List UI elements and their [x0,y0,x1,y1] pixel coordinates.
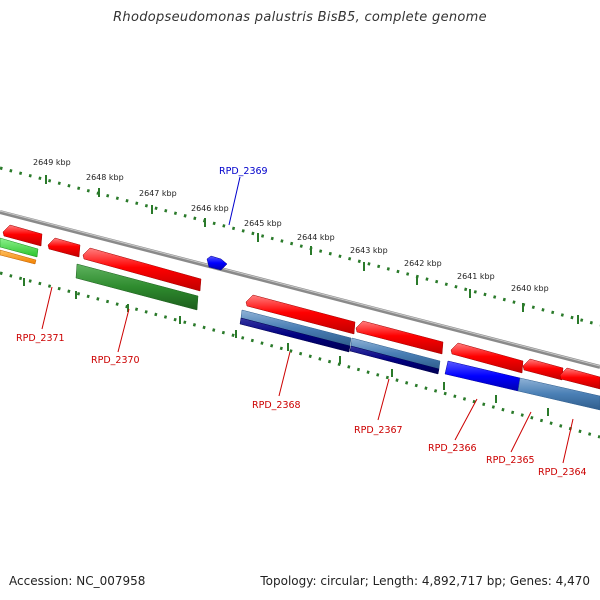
gene-rpd-2368-b[interactable] [239,317,351,353]
gene-forward-1[interactable] [2,224,43,247]
scale-label-2644: 2644 kbp [297,233,335,242]
gene-forward-3[interactable] [82,247,202,292]
gene-rpd-2370[interactable] [75,263,199,311]
pointer-rpd-2369 [228,176,241,226]
scale-label-2649: 2649 kbp [33,158,71,167]
gene-forward-5[interactable] [355,320,444,355]
gene-forward-8[interactable] [559,367,600,390]
gene-rpd-2365[interactable] [517,377,600,411]
scale-label-2647: 2647 kbp [139,189,177,198]
scale-label-2648: 2648 kbp [86,173,124,182]
scale-ticks-inner [23,278,549,416]
gene-forward-4[interactable] [245,294,356,335]
scale-label-2642: 2642 kbp [404,259,442,268]
gene-label-rpd-2368[interactable]: RPD_2368 [252,400,301,411]
scale-label-2643: 2643 kbp [350,246,388,255]
gene-label-rpd-2366[interactable]: RPD_2366 [428,443,477,454]
gene-left-lime[interactable] [0,237,39,258]
gene-label-rpd-2369[interactable]: RPD_2369 [219,166,268,177]
gene-label-rpd-2371[interactable]: RPD_2371 [16,333,65,344]
gene-forward-6[interactable] [450,342,524,374]
accession-text: Accession: NC_007958 [9,574,146,588]
scale-label-2641: 2641 kbp [457,272,495,281]
map-title: Rhodopseudomonas palustris BisB5, comple… [113,10,487,25]
gene-forward-7[interactable] [522,358,564,381]
scale-ticks-outer [45,175,579,324]
scale-label-2645: 2645 kbp [244,219,282,228]
gene-rpd-2367-b[interactable] [349,345,440,375]
gene-rpd-2369[interactable] [206,255,228,271]
gene-forward-2[interactable] [47,237,81,258]
gene-label-rpd-2367[interactable]: RPD_2367 [354,425,403,436]
topology-text: Topology: circular; Length: 4,892,717 bp… [260,574,590,588]
gene-label-rpd-2365[interactable]: RPD_2365 [486,455,535,466]
label-pointers [41,286,574,464]
scale-label-2640: 2640 kbp [511,284,549,293]
scale-label-2646: 2646 kbp [191,204,229,213]
genome-backbone [0,210,600,369]
scale-ring-outer [0,166,600,327]
scale-ring-inner [0,271,600,439]
gene-label-rpd-2364[interactable]: RPD_2364 [538,467,587,478]
gene-left-orange[interactable] [0,249,37,265]
gene-label-rpd-2370[interactable]: RPD_2370 [91,355,140,366]
